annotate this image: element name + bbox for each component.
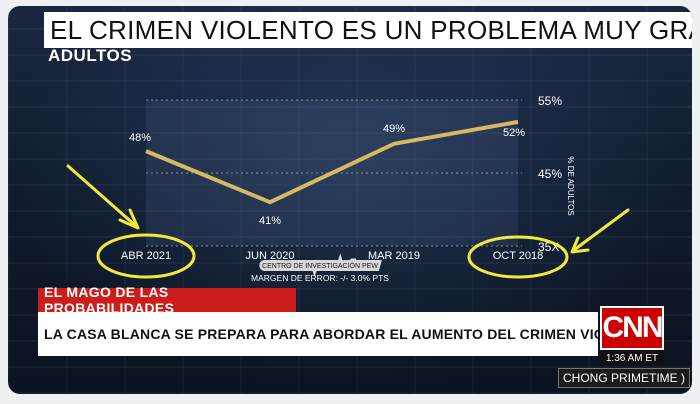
clock: 1:36 AM ET <box>600 350 664 366</box>
x-tick-label: ABR 2021 <box>121 250 171 262</box>
video-frame: EL CRIMEN VIOLENTO ES UN PROBLEMA MUY GR… <box>8 6 692 394</box>
data-label: 41% <box>259 215 281 227</box>
y-tick-label: 45% <box>538 167 562 181</box>
x-tick-label: JUN 2020 <box>246 250 295 262</box>
annotation-circle <box>96 233 196 279</box>
y-tick-label: 55% <box>538 94 562 108</box>
annotation-arrow <box>570 208 630 254</box>
headline-banner: EL CRIMEN VIOLENTO ES UN PROBLEMA MUY GR… <box>44 12 692 48</box>
y-axis-label: % DE ADULTOS <box>566 156 575 215</box>
data-label: 49% <box>383 123 405 135</box>
segment-label: EL MAGO DE LAS PROBABILIDADES <box>38 284 296 316</box>
data-label: 52% <box>503 127 525 139</box>
source-label: CENTRO DE INVESTIGACIÓN PEW <box>262 261 378 270</box>
x-tick-label: MAR 2019 <box>368 250 420 262</box>
annotation-circle <box>467 235 569 279</box>
network-logo: CNN <box>600 306 664 350</box>
data-label: 48% <box>129 132 151 144</box>
series-line <box>145 119 519 205</box>
margin-of-error: MARGEN DE ERROR: -/- 3.0% PTS <box>251 273 389 283</box>
lower-third-headline: LA CASA BLANCA SE PREPARA PARA ABORDAR E… <box>38 312 653 356</box>
annotation-arrow <box>66 164 140 230</box>
show-name: CHONG PRIMETIME ) <box>558 368 690 388</box>
subhead: ADULTOS <box>48 46 133 65</box>
x-tick-label: OCT 2018 <box>493 250 544 262</box>
